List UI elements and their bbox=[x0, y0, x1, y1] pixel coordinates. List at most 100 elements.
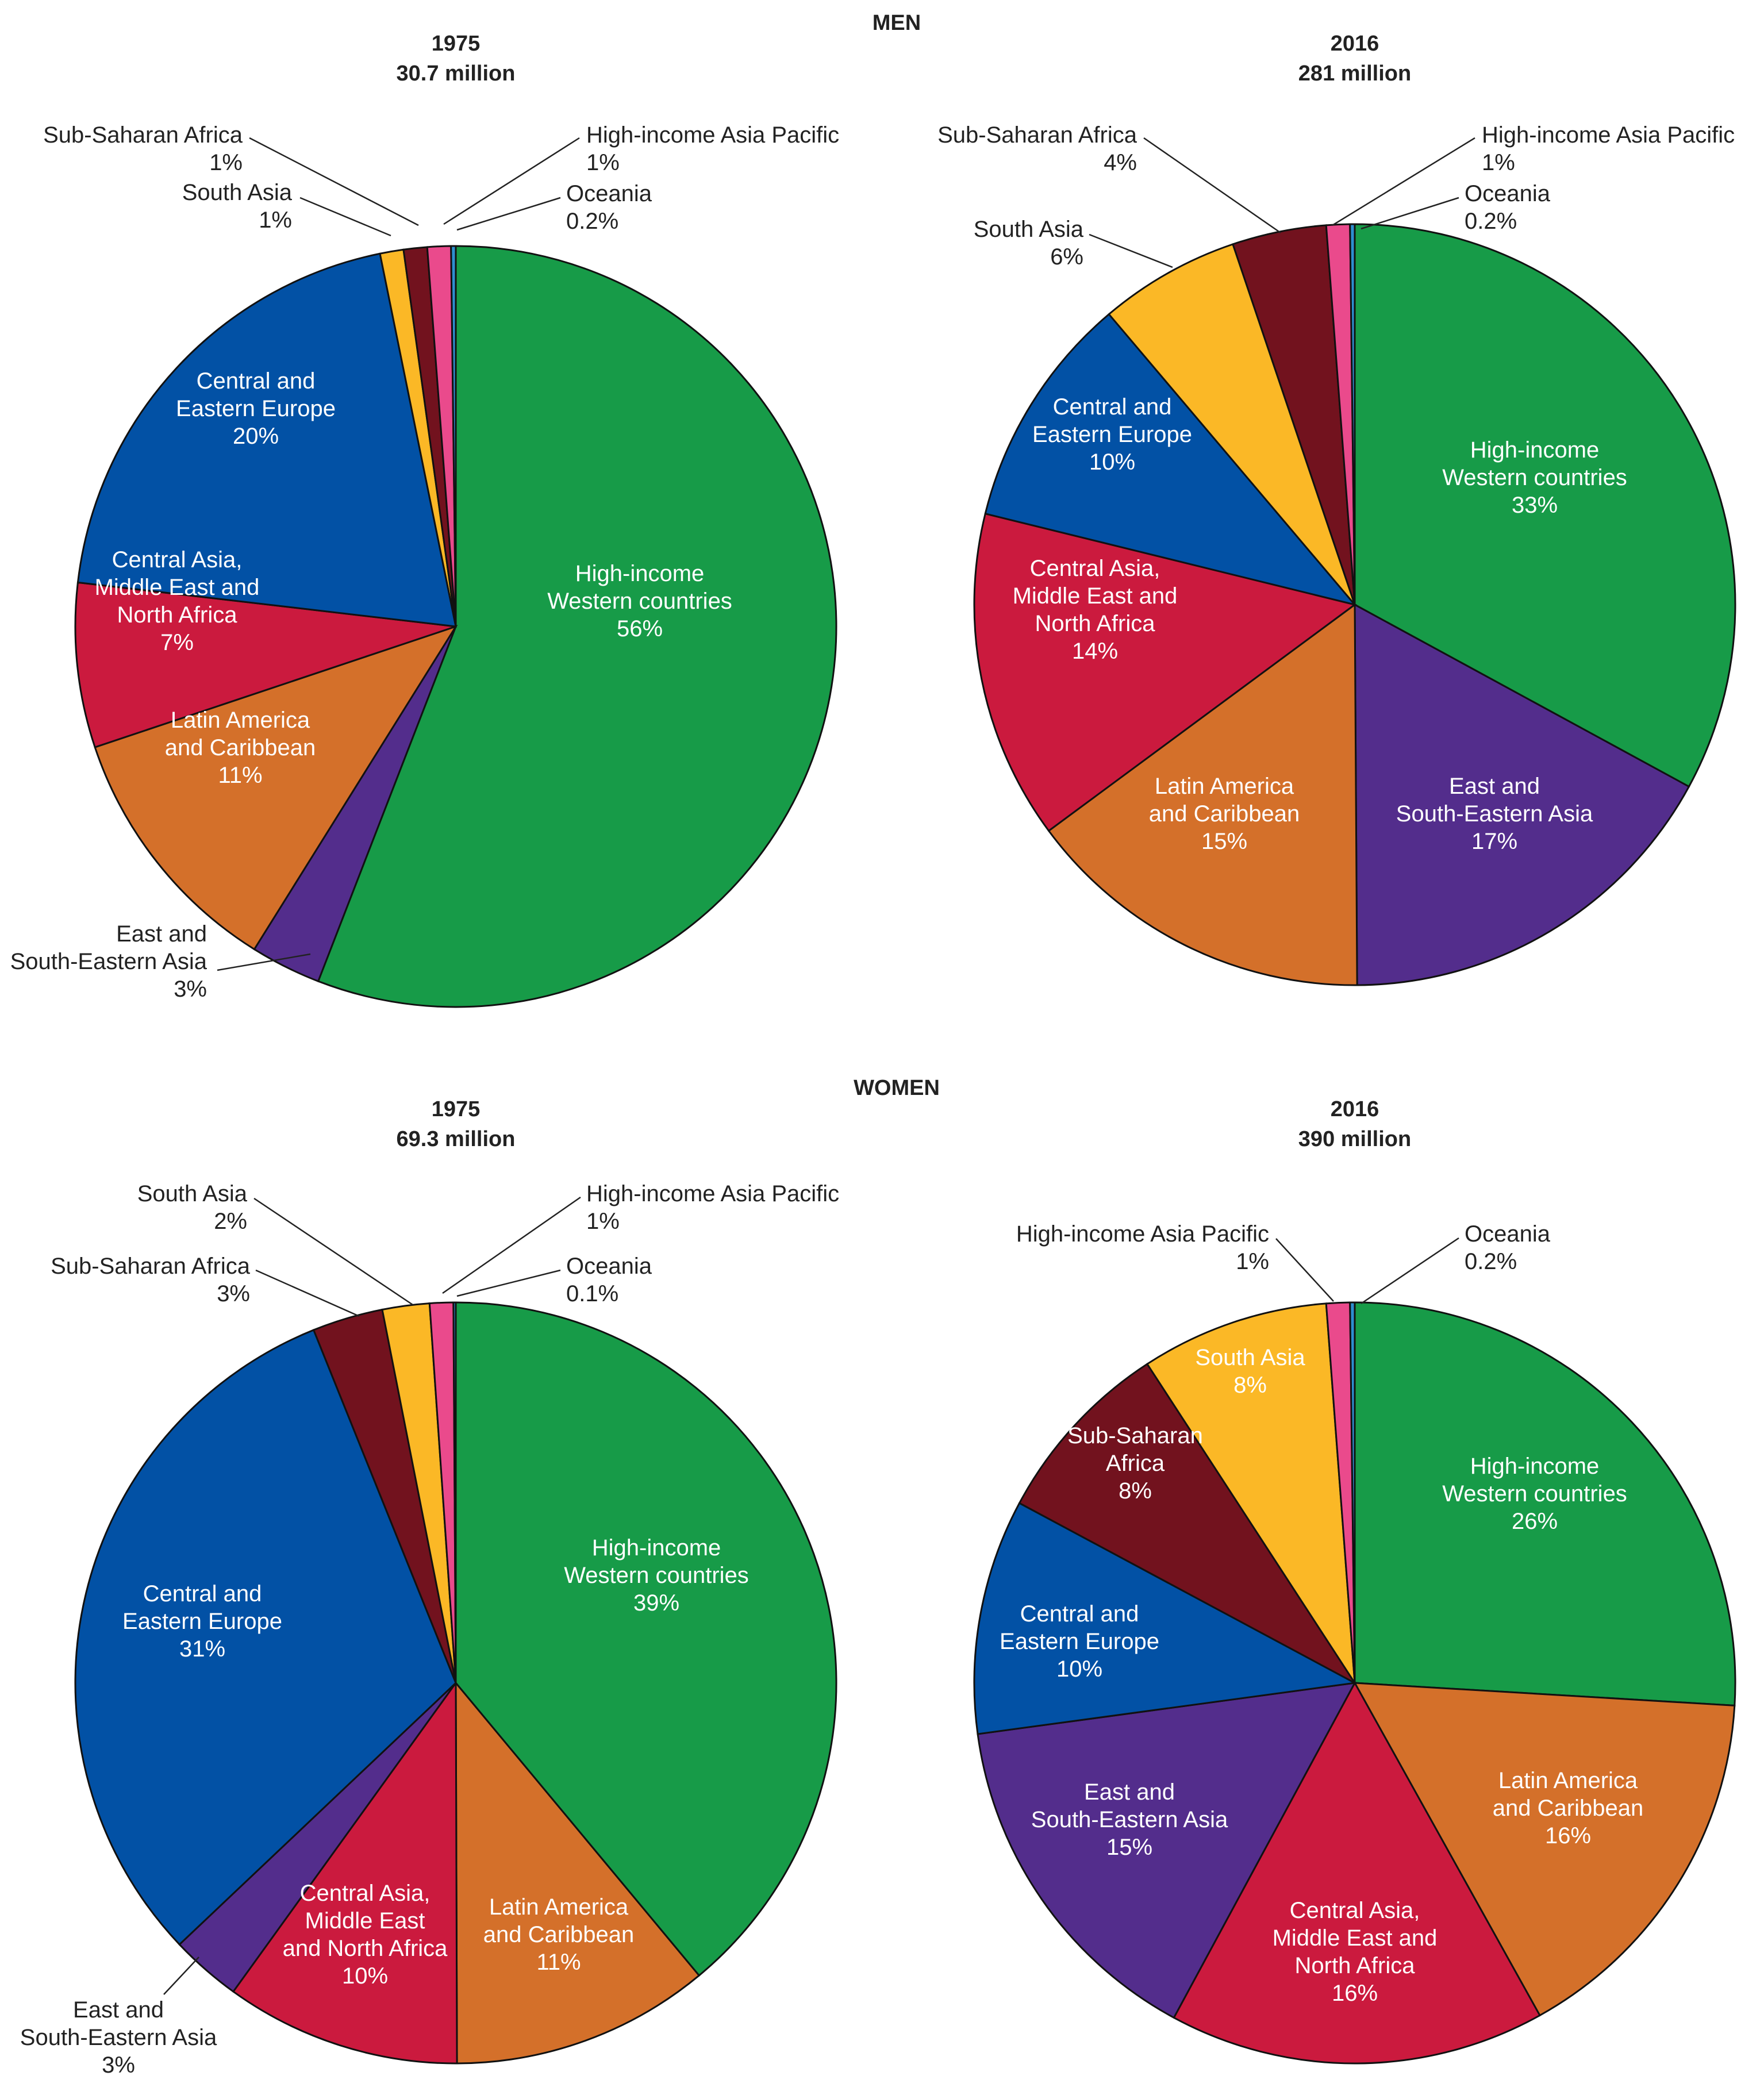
slice-cee-label-line: Central and bbox=[1053, 394, 1172, 420]
slice-south-asia-label-line: South Asia bbox=[1195, 1345, 1305, 1370]
pie-slice-ssa bbox=[1018, 1363, 1356, 1684]
slice-south-asia-leader-line bbox=[299, 197, 391, 237]
slice-ssa-label-line: Sub-Saharan Africa bbox=[51, 1254, 251, 1279]
slice-hi-asia-pacific-leader-line bbox=[443, 137, 580, 225]
slice-cent-asia-mena-label-line: 7% bbox=[160, 630, 194, 655]
slice-ssa-leader-line bbox=[249, 137, 419, 226]
pie-labels: High-income Western countries 39% Latin Ame… bbox=[20, 1181, 839, 2078]
slice-oceania-label: Oceania 0.2% bbox=[1465, 1221, 1551, 1274]
slice-hi-asia-pacific-leader-line bbox=[1332, 137, 1475, 226]
slice-east-se-asia-label: East and South-Eastern Asia 3% bbox=[20, 1997, 217, 2078]
pie-slice-hi-western bbox=[455, 1301, 837, 1977]
slice-south-asia-label-line: South Asia bbox=[974, 217, 1084, 242]
slice-cee-label-line: 10% bbox=[1089, 449, 1135, 475]
slice-hi-asia-pacific-label-line: 1% bbox=[1236, 1249, 1269, 1274]
pie-slice-cee bbox=[973, 1502, 1358, 1735]
slice-cent-asia-mena-label-line: Central Asia, bbox=[300, 1881, 431, 1906]
slice-cee-label-line: Central and bbox=[1020, 1601, 1139, 1627]
slice-cent-asia-mena-label-line: North Africa bbox=[1295, 1953, 1416, 1978]
slice-hi-western-label-line: High-income bbox=[1470, 437, 1600, 463]
slice-east-se-asia-label-line: East and bbox=[1084, 1779, 1175, 1805]
slice-cent-asia-mena-label: Central Asia, Middle East and North Africa… bbox=[1013, 556, 1178, 664]
slice-latam-label-line: Latin America bbox=[489, 1894, 629, 1920]
slice-cee-label-line: Central and bbox=[197, 368, 316, 394]
slice-latam-label-line: 15% bbox=[1201, 829, 1247, 854]
slice-oceania-leader-line bbox=[1361, 197, 1459, 230]
slice-latam-label: Latin America and Caribbean 15% bbox=[1149, 774, 1300, 854]
slice-hi-western-label-line: 26% bbox=[1512, 1509, 1558, 1534]
pie-slices bbox=[74, 245, 837, 1008]
slice-hi-western-label-line: Western countries bbox=[564, 1563, 749, 1588]
slice-south-asia-label: South Asia 8% bbox=[1195, 1345, 1305, 1398]
pie-year: 2016 bbox=[1331, 32, 1379, 56]
slice-hi-asia-pacific-label-line: High-income Asia Pacific bbox=[586, 122, 839, 148]
pie-slice-cent-asia-mena bbox=[1173, 1681, 1542, 2065]
slice-ssa-label-line: Sub-Saharan Africa bbox=[43, 122, 243, 148]
slice-cent-asia-mena-label-line: 16% bbox=[1332, 1981, 1378, 2006]
slice-latam-label-line: Latin America bbox=[1498, 1768, 1638, 1793]
slice-cent-asia-mena-label-line: Middle East and bbox=[1013, 583, 1178, 609]
slice-cent-asia-mena-label: Central Asia, Middle East and North Africa… bbox=[283, 1881, 448, 1989]
slice-south-asia-leader-line bbox=[1089, 233, 1173, 268]
slice-cent-asia-mena-label-line: Central Asia, bbox=[1030, 556, 1160, 581]
pie-slice-oceania bbox=[450, 245, 457, 627]
slice-cent-asia-mena-label-line: Middle East bbox=[305, 1908, 425, 1934]
pie-slice-cent-asia-mena bbox=[232, 1680, 458, 2065]
pie-labels: High-income Western countries 56%East and S… bbox=[10, 122, 840, 1002]
pie-chart-men-1975: 1975 30.7 million High-income Western cou… bbox=[10, 32, 840, 1008]
slice-hi-western-label: High-income Western countries 26% bbox=[1442, 1454, 1627, 1534]
slice-south-asia-label: South Asia 2% bbox=[137, 1181, 248, 1234]
pie-slice-latam bbox=[455, 1680, 701, 2065]
slice-cent-asia-mena-label-line: Central Asia, bbox=[1290, 1898, 1420, 1923]
slice-east-se-asia-label-line: East and bbox=[73, 1997, 164, 2023]
slice-oceania-label-line: Oceania bbox=[566, 181, 652, 206]
slice-east-se-asia-label-line: South-Eastern Asia bbox=[20, 2025, 217, 2050]
pie-chart-women-2016: 2016 390 million High-income Western coun… bbox=[973, 1097, 1736, 2065]
slice-hi-western-label-line: Western countries bbox=[1442, 1481, 1627, 1506]
pie-slice-cee bbox=[74, 1328, 457, 1946]
slice-hi-western-label-line: Western countries bbox=[547, 589, 732, 614]
slice-south-asia-label-line: 2% bbox=[214, 1209, 247, 1234]
slice-ssa-label-line: 8% bbox=[1119, 1478, 1152, 1504]
pie-slice-hi-western bbox=[1354, 1301, 1736, 1706]
slice-hi-western-label-line: High-income bbox=[592, 1535, 721, 1560]
slice-latam-label-line: 11% bbox=[536, 1950, 581, 1975]
pie-total: 281 million bbox=[1298, 62, 1411, 86]
slice-cent-asia-mena-label-line: 10% bbox=[342, 1963, 388, 1989]
slice-east-se-asia-label-line: South-Eastern Asia bbox=[1031, 1807, 1228, 1832]
slice-east-se-asia-label-line: 3% bbox=[102, 2052, 135, 2078]
section-title-men: MEN bbox=[873, 11, 921, 35]
slice-ssa-label-line: 1% bbox=[209, 150, 243, 175]
slice-oceania-label-line: Oceania bbox=[1465, 181, 1551, 206]
slice-cent-asia-mena-label-line: North Africa bbox=[1035, 611, 1156, 636]
slice-cent-asia-mena-label: Central Asia, Middle East and North Africa… bbox=[1273, 1898, 1438, 2006]
slice-oceania-label: Oceania 0.1% bbox=[566, 1254, 652, 1306]
section-title-women: WOMEN bbox=[854, 1076, 940, 1100]
slice-ssa-label: Sub-Saharan Africa 4% bbox=[937, 122, 1137, 175]
slice-east-se-asia-leader-line bbox=[217, 953, 311, 971]
slice-oceania-leader-line bbox=[456, 197, 561, 231]
slice-latam-label-line: and Caribbean bbox=[1493, 1796, 1643, 1821]
slice-cee-label: Central and Eastern Europe 31% bbox=[122, 1581, 282, 1662]
pie-slice-south-asia bbox=[1146, 1302, 1356, 1683]
slice-hi-asia-pacific-label-line: High-income Asia Pacific bbox=[1482, 122, 1735, 148]
slice-ssa-leader-line bbox=[255, 1269, 360, 1317]
slice-south-asia-label: South Asia 6% bbox=[974, 217, 1084, 270]
slice-latam-label-line: Latin America bbox=[1155, 774, 1294, 799]
pie-slice-east-se-asia bbox=[1354, 603, 1690, 986]
slice-ssa-label: Sub-Saharan Africa 8% bbox=[1067, 1423, 1203, 1504]
slice-hi-western-label-line: 33% bbox=[1512, 493, 1558, 518]
slice-east-se-asia-label: East and South-Eastern Asia 15% bbox=[1031, 1779, 1228, 1860]
slice-ssa-label-line: 3% bbox=[217, 1281, 250, 1306]
slice-hi-western-label-line: High-income bbox=[575, 561, 705, 586]
slice-ssa-label-line: 4% bbox=[1104, 150, 1137, 175]
pie-slice-oceania bbox=[1349, 223, 1356, 605]
pie-slice-latam bbox=[1353, 1682, 1736, 2017]
slice-hi-western-label-line: Western countries bbox=[1442, 465, 1627, 490]
slice-east-se-asia-label-line: 17% bbox=[1471, 829, 1517, 854]
slice-ssa-label: Sub-Saharan Africa 1% bbox=[43, 122, 243, 175]
pie-total: 390 million bbox=[1298, 1127, 1411, 1151]
slice-hi-asia-pacific-leader-line bbox=[1275, 1238, 1334, 1302]
pie-year: 1975 bbox=[432, 1097, 481, 1121]
